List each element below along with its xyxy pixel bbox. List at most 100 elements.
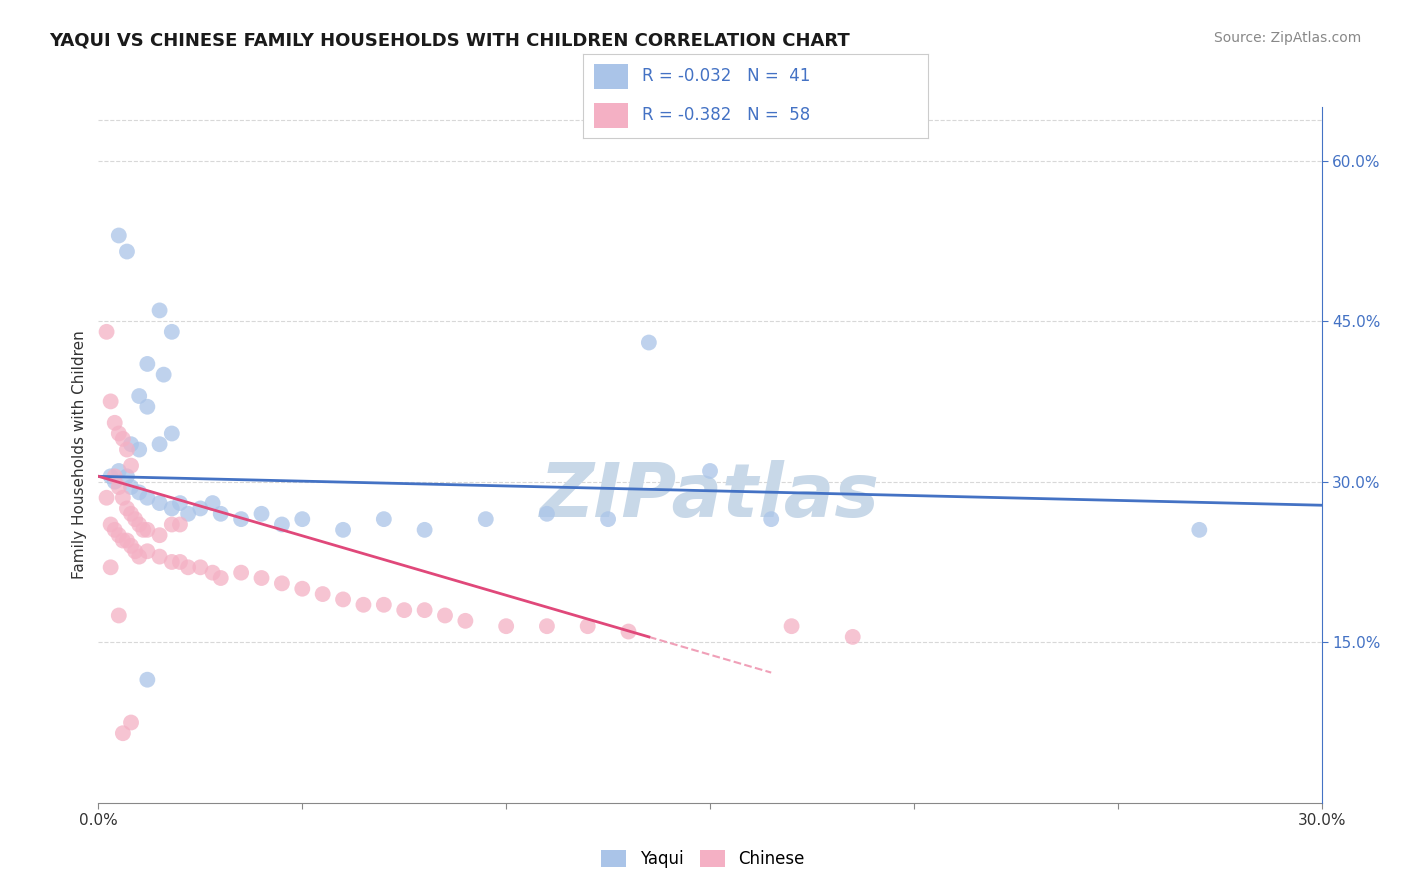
Point: [201, 496, 224, 510]
Point: [100, 394, 122, 409]
Point: [373, 512, 395, 526]
Point: [169, 555, 191, 569]
Legend: Yaqui, Chinese: Yaqui, Chinese: [595, 843, 811, 875]
Point: [115, 244, 138, 259]
Point: [250, 571, 273, 585]
Point: [160, 517, 183, 532]
Point: [392, 603, 416, 617]
Point: [474, 512, 498, 526]
Point: [231, 512, 253, 526]
Point: [160, 426, 183, 441]
Text: Source: ZipAtlas.com: Source: ZipAtlas.com: [1213, 31, 1361, 45]
Point: [100, 469, 122, 483]
Point: [638, 335, 661, 350]
Point: [1188, 523, 1211, 537]
Point: [598, 512, 620, 526]
Point: [761, 512, 783, 526]
Point: [149, 437, 172, 451]
Point: [152, 368, 174, 382]
Text: R = -0.032   N =  41: R = -0.032 N = 41: [643, 68, 810, 86]
Point: [120, 437, 142, 451]
Point: [373, 598, 395, 612]
Point: [120, 715, 142, 730]
Point: [160, 325, 183, 339]
Point: [780, 619, 803, 633]
Point: [495, 619, 517, 633]
Point: [188, 501, 212, 516]
Point: [115, 469, 138, 483]
Bar: [593, 103, 628, 128]
Point: [291, 582, 314, 596]
Point: [128, 517, 150, 532]
Point: [149, 303, 172, 318]
Point: [100, 517, 122, 532]
Point: [104, 523, 127, 537]
Point: [352, 598, 374, 612]
Point: [231, 566, 253, 580]
Point: [576, 619, 599, 633]
Point: [841, 630, 863, 644]
Point: [250, 507, 273, 521]
Point: [120, 458, 142, 473]
Text: R = -0.382   N =  58: R = -0.382 N = 58: [643, 106, 810, 124]
Point: [111, 432, 134, 446]
Point: [128, 389, 150, 403]
Point: [100, 560, 122, 574]
Point: [149, 549, 172, 564]
Point: [617, 624, 640, 639]
Point: [177, 560, 200, 574]
Y-axis label: Family Households with Children: Family Households with Children: [72, 331, 87, 579]
Point: [115, 501, 138, 516]
Point: [108, 480, 131, 494]
Point: [169, 496, 191, 510]
Point: [270, 576, 294, 591]
Text: ZIPatlas: ZIPatlas: [540, 460, 880, 533]
Point: [209, 571, 232, 585]
Point: [332, 523, 354, 537]
Point: [536, 507, 558, 521]
Point: [124, 544, 146, 558]
Point: [312, 587, 335, 601]
Point: [413, 603, 436, 617]
Point: [96, 325, 118, 339]
Point: [270, 517, 294, 532]
Point: [115, 442, 138, 457]
Point: [136, 673, 159, 687]
Point: [96, 491, 118, 505]
Point: [136, 400, 159, 414]
Point: [128, 442, 150, 457]
Point: [120, 507, 142, 521]
Point: [201, 566, 224, 580]
Point: [136, 523, 159, 537]
Point: [160, 555, 183, 569]
Point: [128, 549, 150, 564]
Point: [104, 416, 127, 430]
Point: [699, 464, 721, 478]
Bar: [593, 63, 628, 89]
Point: [136, 491, 159, 505]
Point: [169, 517, 191, 532]
Point: [132, 523, 155, 537]
Point: [413, 523, 436, 537]
Point: [128, 485, 150, 500]
Point: [536, 619, 558, 633]
Point: [111, 726, 134, 740]
Point: [104, 469, 127, 483]
Point: [108, 464, 131, 478]
Point: [136, 544, 159, 558]
Point: [120, 480, 142, 494]
Point: [108, 608, 131, 623]
Text: YAQUI VS CHINESE FAMILY HOUSEHOLDS WITH CHILDREN CORRELATION CHART: YAQUI VS CHINESE FAMILY HOUSEHOLDS WITH …: [49, 31, 851, 49]
Point: [454, 614, 477, 628]
Point: [115, 533, 138, 548]
Point: [291, 512, 314, 526]
Point: [124, 512, 146, 526]
Point: [209, 507, 232, 521]
Point: [332, 592, 354, 607]
Point: [434, 608, 457, 623]
Point: [108, 528, 131, 542]
Point: [136, 357, 159, 371]
Point: [111, 533, 134, 548]
Point: [149, 528, 172, 542]
Point: [120, 539, 142, 553]
